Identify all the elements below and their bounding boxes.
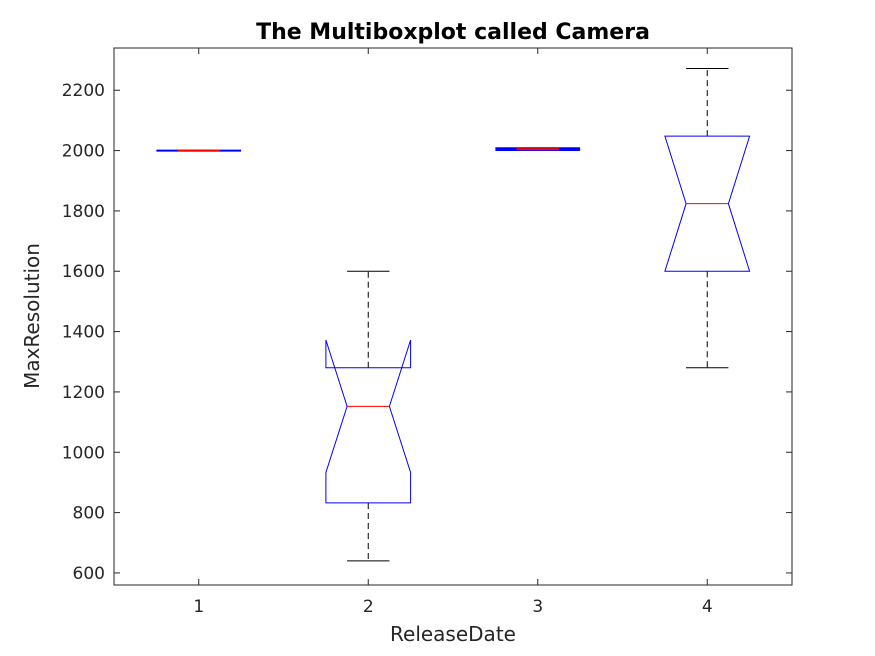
y-tick-label: 1000 [62, 443, 105, 463]
x-tick-label: 2 [363, 597, 374, 617]
box-group-3 [495, 147, 581, 151]
plot-frame [113, 47, 793, 586]
x-axis-label: ReleaseDate [390, 622, 516, 646]
y-tick-label: 1800 [62, 202, 105, 222]
y-tick-label: 1600 [62, 262, 105, 282]
y-tick-label: 800 [73, 504, 105, 524]
x-tick-label: 3 [532, 597, 543, 617]
box-group-2 [325, 270, 412, 562]
ticks-layer: 1 2 3 4 600 800 1000 1200 1400 1600 1800 2000 2200 [62, 48, 792, 617]
y-tick-label: 1200 [62, 383, 105, 403]
x-tick-label: 4 [702, 597, 713, 617]
boxes-layer [156, 68, 751, 562]
y-tick-label: 2200 [62, 81, 105, 101]
y-tick-label: 600 [73, 564, 105, 584]
box-group-4 [664, 68, 751, 369]
y-axis-label: MaxResolution [20, 243, 44, 389]
y-tick-label: 2000 [62, 142, 105, 162]
notched-box [325, 339, 412, 504]
plot-background [114, 48, 792, 585]
y-tick-label: 1400 [62, 323, 105, 343]
x-tick-label: 1 [193, 597, 204, 617]
chart-title: The Multiboxplot called Camera [256, 20, 650, 45]
